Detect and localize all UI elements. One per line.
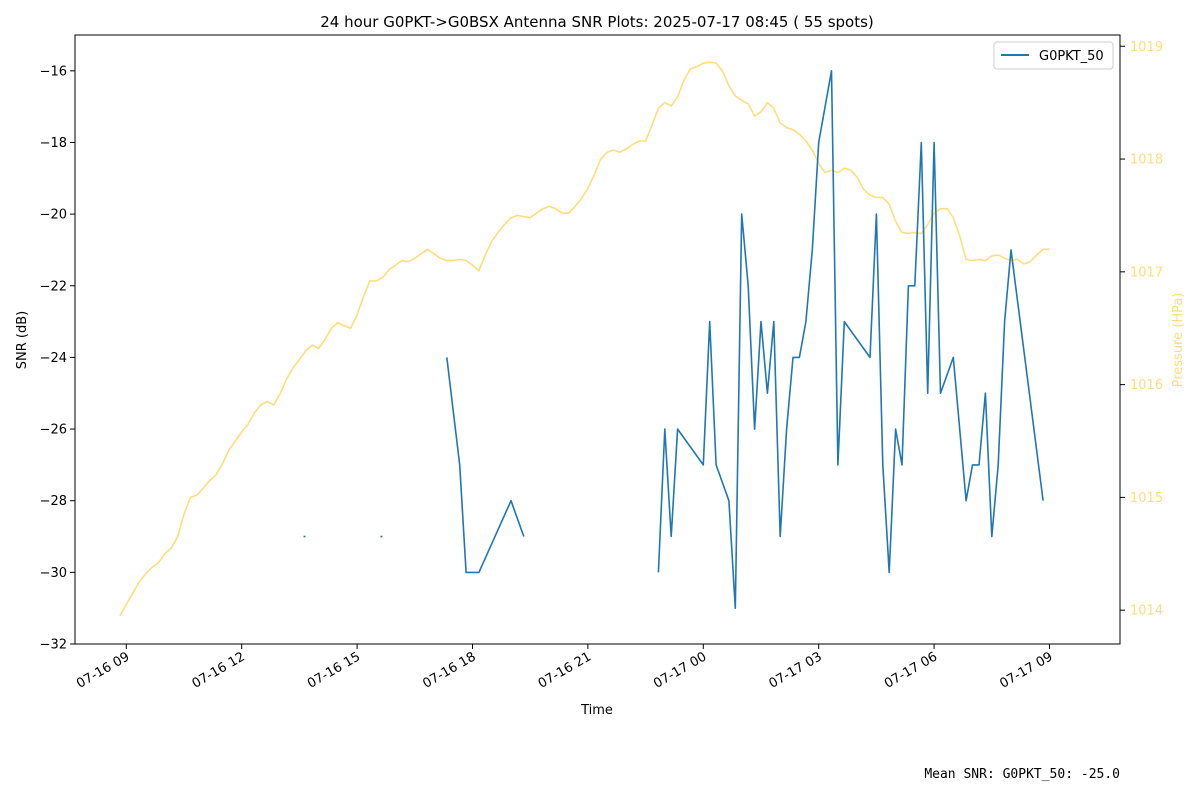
x-tick-label: 07-17 00 <box>651 649 709 691</box>
y2-tick-label: 1018 <box>1130 153 1163 168</box>
snr-line-segment <box>446 357 525 574</box>
plot-frame <box>74 34 1121 645</box>
y-axis-label: SNR (dB) <box>15 311 30 369</box>
legend-label: G0PKT_50 <box>1039 49 1104 64</box>
x-tick-label: 07-17 06 <box>882 649 940 691</box>
x-tick-label: 07-17 09 <box>997 649 1055 691</box>
y2-tick-label: 1015 <box>1130 491 1163 506</box>
chart-title: 24 hour G0PKT->G0BSX Antenna SNR Plots: … <box>320 13 874 31</box>
y2-tick-label: 1019 <box>1130 40 1163 55</box>
x-tick-label: 07-16 15 <box>305 649 363 691</box>
mean-snr-text: Mean SNR: G0PKT_50: -25.0 <box>924 767 1120 782</box>
y2-tick-label: 1017 <box>1130 265 1163 280</box>
x-tick-label: 07-16 12 <box>190 649 248 691</box>
y2-axis: 1014 1015 1016 1017 1018 1019 <box>1120 40 1163 619</box>
legend: G0PKT_50 <box>993 41 1114 70</box>
x-tick-label: 07-16 09 <box>74 649 132 691</box>
x-tick-label: 07-16 21 <box>536 649 594 691</box>
y-tick-label: −32 <box>40 638 67 653</box>
snr-line-layer <box>303 70 1044 610</box>
x-axis: 07-16 09 07-16 12 07-16 15 07-16 18 07-16 21… <box>74 644 1055 692</box>
x-axis-label: Time <box>580 703 613 718</box>
pressure-line-layer <box>119 61 1050 617</box>
pressure-line <box>119 61 1050 617</box>
y2-tick-label: 1014 <box>1130 604 1163 619</box>
y-tick-label: −20 <box>40 208 67 223</box>
y-tick-label: −16 <box>40 64 67 79</box>
y-axis: −32 −30 −28 −26 −24 −22 −20 −18 −16 <box>40 64 75 653</box>
y-tick-label: −18 <box>40 136 67 151</box>
y-tick-label: −22 <box>40 279 67 294</box>
x-tick-label: 07-16 18 <box>420 649 478 691</box>
y-tick-label: −24 <box>40 351 67 366</box>
legend-box <box>993 41 1114 70</box>
x-tick-label: 07-17 03 <box>767 649 825 691</box>
y-tick-label: −26 <box>40 423 67 438</box>
snr-line-segment <box>657 70 1044 610</box>
y2-tick-label: 1016 <box>1130 378 1163 393</box>
y-tick-label: −28 <box>40 494 67 509</box>
y2-axis-label: Pressure (HPa) <box>1171 293 1186 388</box>
y-tick-label: −30 <box>40 566 67 581</box>
